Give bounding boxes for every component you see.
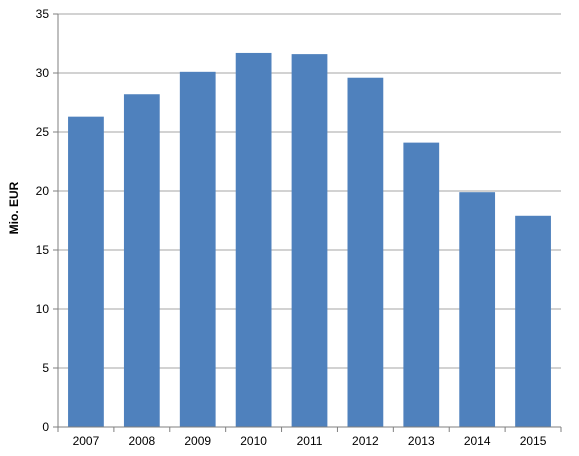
x-tick-labels: 2007 2008 2009 2010 2011 2012 2013 2014 2015: [73, 434, 547, 448]
y-tick-label: 5: [42, 361, 49, 375]
x-tick-label: 2012: [352, 434, 379, 448]
bar-2008: [123, 94, 160, 428]
x-tick-label: 2015: [520, 434, 547, 448]
y-tick-label: 30: [36, 66, 50, 80]
axes: [53, 13, 562, 432]
y-tick-labels: 0 5 10 15 20 25 30 35: [36, 7, 50, 434]
x-tick-label: 2013: [408, 434, 435, 448]
x-tick-label: 2009: [184, 434, 211, 448]
bar-2007: [68, 116, 104, 427]
x-tick-label: 2007: [73, 434, 100, 448]
bar-2012: [347, 77, 384, 427]
bar-2010: [235, 52, 272, 427]
y-tick-label: 25: [36, 125, 50, 139]
y-tick-label: 0: [42, 420, 49, 434]
y-tick-label: 20: [36, 184, 50, 198]
x-tick-label: 2010: [240, 434, 267, 448]
x-tick-label: 2008: [128, 434, 155, 448]
bar-2014: [459, 192, 496, 427]
x-tick-label: 2011: [297, 434, 323, 448]
bar-2015: [515, 215, 551, 427]
y-axis-title: Mio. EUR: [7, 181, 21, 234]
y-tick-label: 15: [36, 243, 50, 257]
x-tick-label: 2014: [464, 434, 491, 448]
bar-2009: [179, 71, 216, 427]
y-tick-label: 35: [36, 7, 50, 21]
bar-2011: [291, 54, 328, 428]
y-tick-label: 10: [36, 302, 50, 316]
bars: [68, 52, 551, 428]
bar-2013: [403, 142, 440, 427]
